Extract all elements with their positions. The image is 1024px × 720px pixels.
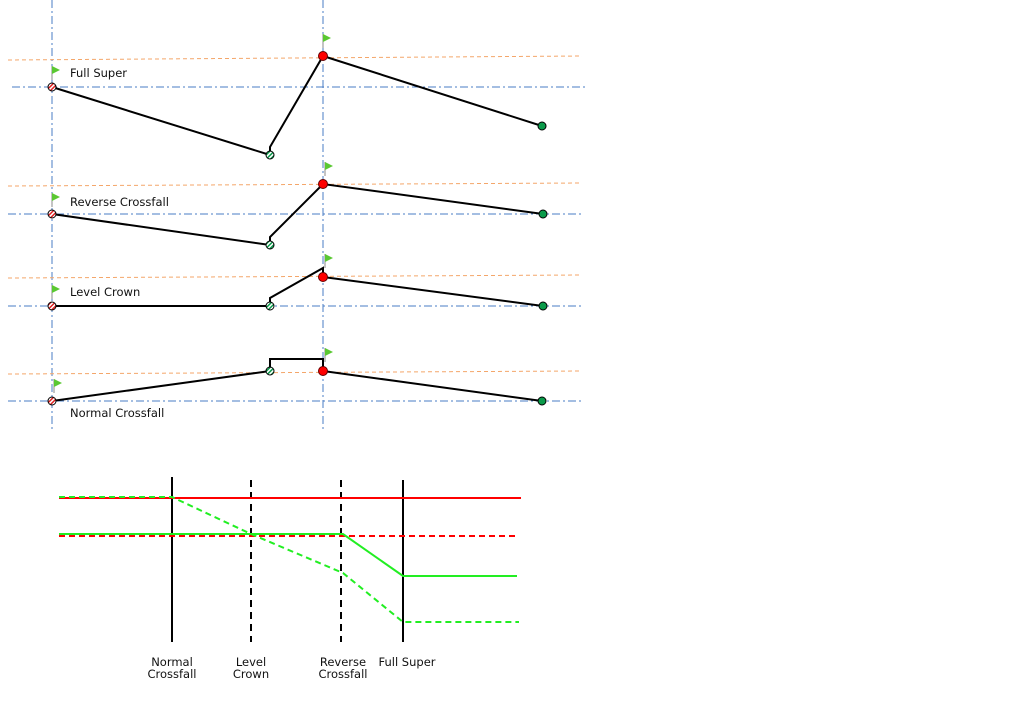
flag-icon	[324, 253, 334, 269]
pivot-point	[318, 179, 328, 189]
stage-label: Full Super	[378, 655, 435, 669]
flag-icon	[324, 161, 334, 177]
right-edge-point	[537, 396, 547, 406]
left-edge-point	[47, 209, 57, 219]
transition-diagram: Normal Crossfall Level Crown Reverse Cro…	[59, 477, 521, 681]
stage-label: Normal	[151, 655, 193, 669]
section-full-super: Full Super	[7, 33, 585, 160]
right-edge-point	[538, 209, 548, 219]
flag-icon	[51, 284, 61, 300]
pivot-point	[318, 51, 328, 61]
right-edge-point	[537, 121, 547, 131]
flag-icon	[322, 33, 332, 49]
stage-label: Crossfall	[318, 667, 367, 681]
left-edge-point	[47, 396, 57, 406]
left-edge-point	[47, 82, 57, 92]
section-reverse-crossfall: Reverse Crossfall	[7, 161, 583, 250]
section-label: Normal Crossfall	[70, 406, 164, 420]
edge-point	[265, 150, 275, 160]
stage-label: Crossfall	[147, 667, 196, 681]
green-dashed-profile	[59, 496, 519, 623]
flag-icon	[324, 347, 334, 363]
flag-icon	[51, 192, 61, 208]
right-edge-point	[538, 301, 548, 311]
stage-label: Reverse	[320, 655, 366, 669]
green-solid-profile	[59, 533, 517, 577]
section-label: Reverse Crossfall	[70, 195, 169, 209]
edge-point	[265, 240, 275, 250]
flag-icon	[53, 378, 63, 394]
section-label: Level Crown	[70, 285, 140, 299]
edge-point	[265, 366, 275, 376]
pivot-point	[318, 366, 328, 376]
section-level-crown: Level Crown	[7, 253, 583, 311]
stage-label: Crown	[233, 667, 269, 681]
section-label: Full Super	[70, 66, 127, 80]
section-normal-crossfall: Normal Crossfall	[7, 347, 583, 420]
edge-point	[265, 301, 275, 311]
flag-icon	[51, 65, 61, 81]
pivot-point	[318, 272, 328, 282]
left-edge-point	[47, 301, 57, 311]
stage-label: Level	[236, 655, 266, 669]
